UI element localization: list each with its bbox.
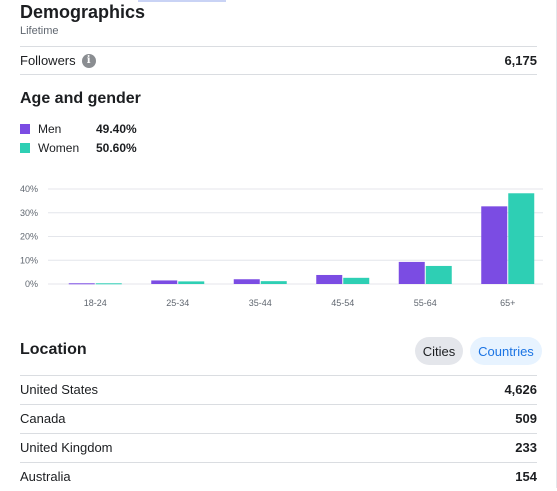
- x-tick-label: 35-44: [249, 298, 272, 308]
- legend-label-men: Men: [38, 122, 62, 136]
- legend-item-women: Women 50.60%: [20, 141, 137, 155]
- legend-item-men: Men 49.40%: [20, 122, 137, 136]
- bar-women: [425, 265, 452, 284]
- legend-value-women: 50.60%: [96, 141, 137, 155]
- bar-women: [508, 193, 535, 284]
- location-row: United States 4,626: [20, 375, 537, 404]
- info-icon[interactable]: i: [81, 53, 96, 68]
- x-tick-label: 45-54: [331, 298, 354, 308]
- legend-swatch-women: [20, 143, 30, 153]
- divider: [20, 404, 537, 405]
- x-tick-label: 25-34: [166, 298, 189, 308]
- top-accent: [138, 0, 226, 2]
- cities-button[interactable]: Cities: [415, 337, 463, 365]
- legend-label-women: Women: [38, 141, 80, 155]
- legend-swatch-men: [20, 124, 30, 134]
- location-value: 509: [515, 411, 537, 426]
- y-tick-label: 10%: [20, 255, 38, 265]
- divider: [20, 462, 537, 463]
- age-gender-chart: 0% 10% 20% 30% 40% 18-24 25-34 35-44 45-54 55-64 6…: [8, 180, 543, 315]
- location-name: United States: [20, 382, 99, 397]
- location-name: Australia: [20, 469, 71, 484]
- x-tick-label: 65+: [500, 298, 515, 308]
- divider: [20, 375, 537, 376]
- y-tick-label: 0%: [25, 279, 38, 289]
- page-subtitle: Lifetime: [20, 25, 59, 37]
- y-tick-label: 40%: [20, 184, 38, 194]
- location-title: Location: [20, 341, 87, 358]
- bar-women: [178, 281, 205, 284]
- followers-label: Followers: [20, 53, 76, 68]
- countries-button[interactable]: Countries: [470, 337, 542, 365]
- age-gender-title: Age and gender: [20, 90, 141, 107]
- location-value: 233: [515, 440, 537, 455]
- followers-row: Followers i 6,175: [20, 46, 537, 75]
- bar-women: [95, 283, 122, 285]
- location-value: 4,626: [504, 382, 537, 397]
- y-tick-label: 30%: [20, 208, 38, 218]
- location-name: United Kingdom: [20, 440, 113, 455]
- bar-men: [316, 274, 343, 284]
- followers-value: 6,175: [504, 53, 537, 68]
- age-gender-chart-svg: 0% 10% 20% 30% 40% 18-24 25-34 35-44 45-54 55-64 6…: [20, 184, 543, 308]
- location-row: Australia 154: [20, 462, 537, 491]
- x-tick-label: 18-24: [84, 298, 107, 308]
- followers-label-group: Followers i: [20, 53, 96, 68]
- divider: [20, 46, 537, 47]
- divider: [20, 74, 537, 75]
- bar-men: [398, 261, 425, 284]
- location-row: Canada 509: [20, 404, 537, 433]
- bar-men: [151, 280, 178, 284]
- bar-women: [343, 277, 370, 284]
- location-value: 154: [515, 469, 537, 484]
- y-tick-label: 20%: [20, 232, 38, 242]
- bar-women: [260, 281, 287, 284]
- x-tick-label: 55-64: [414, 298, 437, 308]
- divider: [20, 433, 537, 434]
- location-name: Canada: [20, 411, 66, 426]
- bar-men: [68, 283, 95, 285]
- bar-men: [233, 279, 260, 284]
- location-row: United Kingdom 233: [20, 433, 537, 462]
- legend-value-men: 49.40%: [96, 122, 137, 136]
- bar-men: [481, 206, 508, 284]
- page-title: Demographics: [20, 2, 146, 22]
